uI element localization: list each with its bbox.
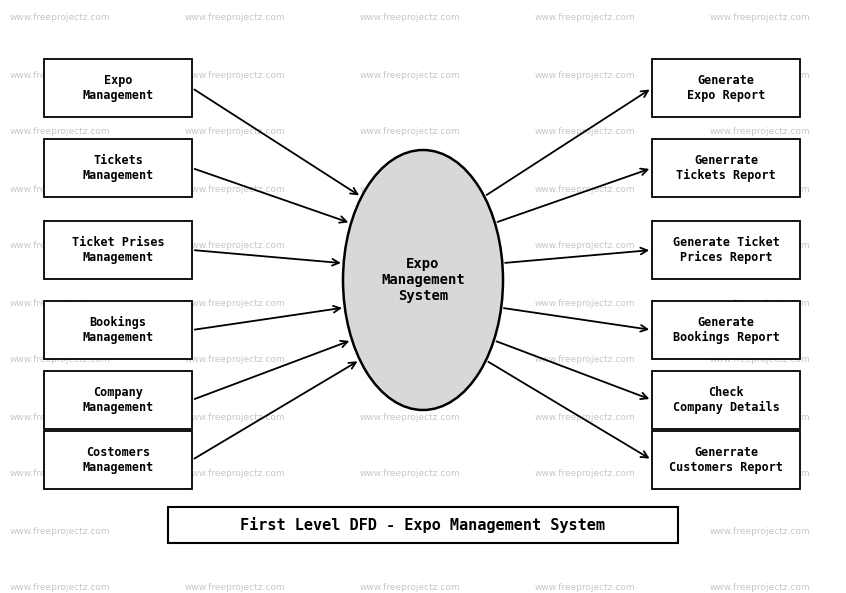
Text: www.freeprojectz.com: www.freeprojectz.com [360,584,460,592]
FancyBboxPatch shape [652,301,800,359]
Text: www.freeprojectz.com: www.freeprojectz.com [535,127,635,136]
Text: www.freeprojectz.com: www.freeprojectz.com [185,14,286,23]
Text: www.freeprojectz.com: www.freeprojectz.com [185,298,286,308]
Text: www.freeprojectz.com: www.freeprojectz.com [535,470,635,479]
Text: www.freeprojectz.com: www.freeprojectz.com [185,413,286,422]
Text: Ticket Prises
Management: Ticket Prises Management [72,236,164,264]
Text: www.freeprojectz.com: www.freeprojectz.com [710,127,810,136]
Text: www.freeprojectz.com: www.freeprojectz.com [535,184,635,193]
Text: www.freeprojectz.com: www.freeprojectz.com [185,584,286,592]
FancyBboxPatch shape [652,431,800,489]
FancyBboxPatch shape [44,371,192,429]
Text: Generate
Expo Report: Generate Expo Report [687,74,765,102]
Text: Expo
Management: Expo Management [82,74,154,102]
FancyBboxPatch shape [652,139,800,197]
FancyBboxPatch shape [44,431,192,489]
Text: www.freeprojectz.com: www.freeprojectz.com [10,413,111,422]
FancyBboxPatch shape [44,59,192,117]
Text: www.freeprojectz.com: www.freeprojectz.com [710,14,810,23]
Text: www.freeprojectz.com: www.freeprojectz.com [185,470,286,479]
Text: www.freeprojectz.com: www.freeprojectz.com [10,355,111,365]
Text: www.freeprojectz.com: www.freeprojectz.com [185,71,286,79]
Text: www.freeprojectz.com: www.freeprojectz.com [360,71,460,79]
Text: www.freeprojectz.com: www.freeprojectz.com [710,241,810,250]
Text: www.freeprojectz.com: www.freeprojectz.com [185,127,286,136]
FancyBboxPatch shape [168,507,678,543]
Text: Company
Management: Company Management [82,386,154,414]
Text: Generate
Bookings Report: Generate Bookings Report [673,316,779,344]
Text: www.freeprojectz.com: www.freeprojectz.com [10,298,111,308]
Text: www.freeprojectz.com: www.freeprojectz.com [360,527,460,535]
Text: www.freeprojectz.com: www.freeprojectz.com [710,355,810,365]
Text: www.freeprojectz.com: www.freeprojectz.com [710,71,810,79]
Text: www.freeprojectz.com: www.freeprojectz.com [535,413,635,422]
Text: www.freeprojectz.com: www.freeprojectz.com [710,298,810,308]
Text: www.freeprojectz.com: www.freeprojectz.com [710,584,810,592]
FancyBboxPatch shape [652,371,800,429]
FancyBboxPatch shape [652,59,800,117]
Text: www.freeprojectz.com: www.freeprojectz.com [710,413,810,422]
Text: www.freeprojectz.com: www.freeprojectz.com [710,527,810,535]
Text: www.freeprojectz.com: www.freeprojectz.com [535,584,635,592]
Ellipse shape [343,150,503,410]
FancyBboxPatch shape [44,139,192,197]
Text: www.freeprojectz.com: www.freeprojectz.com [535,14,635,23]
Text: Generate Ticket
Prices Report: Generate Ticket Prices Report [673,236,779,264]
Text: Generrate
Tickets Report: Generrate Tickets Report [676,154,776,182]
Text: Generrate
Customers Report: Generrate Customers Report [669,446,783,474]
Text: Tickets
Management: Tickets Management [82,154,154,182]
Text: www.freeprojectz.com: www.freeprojectz.com [10,127,111,136]
Text: www.freeprojectz.com: www.freeprojectz.com [360,14,460,23]
Text: www.freeprojectz.com: www.freeprojectz.com [360,184,460,193]
Text: www.freeprojectz.com: www.freeprojectz.com [185,184,286,193]
Text: www.freeprojectz.com: www.freeprojectz.com [10,184,111,193]
Text: www.freeprojectz.com: www.freeprojectz.com [10,470,111,479]
Text: www.freeprojectz.com: www.freeprojectz.com [10,14,111,23]
Text: Check
Company Details: Check Company Details [673,386,779,414]
Text: Expo
Management
System: Expo Management System [382,257,464,303]
FancyBboxPatch shape [652,221,800,279]
Text: www.freeprojectz.com: www.freeprojectz.com [360,355,460,365]
Text: www.freeprojectz.com: www.freeprojectz.com [10,71,111,79]
Text: www.freeprojectz.com: www.freeprojectz.com [710,470,810,479]
Text: www.freeprojectz.com: www.freeprojectz.com [535,241,635,250]
Text: www.freeprojectz.com: www.freeprojectz.com [360,298,460,308]
FancyBboxPatch shape [44,301,192,359]
Text: Bookings
Management: Bookings Management [82,316,154,344]
Text: www.freeprojectz.com: www.freeprojectz.com [535,355,635,365]
Text: www.freeprojectz.com: www.freeprojectz.com [10,241,111,250]
Text: www.freeprojectz.com: www.freeprojectz.com [535,298,635,308]
Text: www.freeprojectz.com: www.freeprojectz.com [360,127,460,136]
Text: www.freeprojectz.com: www.freeprojectz.com [360,413,460,422]
Text: www.freeprojectz.com: www.freeprojectz.com [185,241,286,250]
Text: First Level DFD - Expo Management System: First Level DFD - Expo Management System [240,517,606,533]
Text: www.freeprojectz.com: www.freeprojectz.com [10,584,111,592]
FancyBboxPatch shape [44,221,192,279]
Text: www.freeprojectz.com: www.freeprojectz.com [535,71,635,79]
Text: www.freeprojectz.com: www.freeprojectz.com [185,527,286,535]
Text: Costomers
Management: Costomers Management [82,446,154,474]
Text: www.freeprojectz.com: www.freeprojectz.com [710,184,810,193]
Text: www.freeprojectz.com: www.freeprojectz.com [360,470,460,479]
Text: www.freeprojectz.com: www.freeprojectz.com [185,355,286,365]
Text: www.freeprojectz.com: www.freeprojectz.com [10,527,111,535]
Text: www.freeprojectz.com: www.freeprojectz.com [360,241,460,250]
Text: www.freeprojectz.com: www.freeprojectz.com [535,527,635,535]
